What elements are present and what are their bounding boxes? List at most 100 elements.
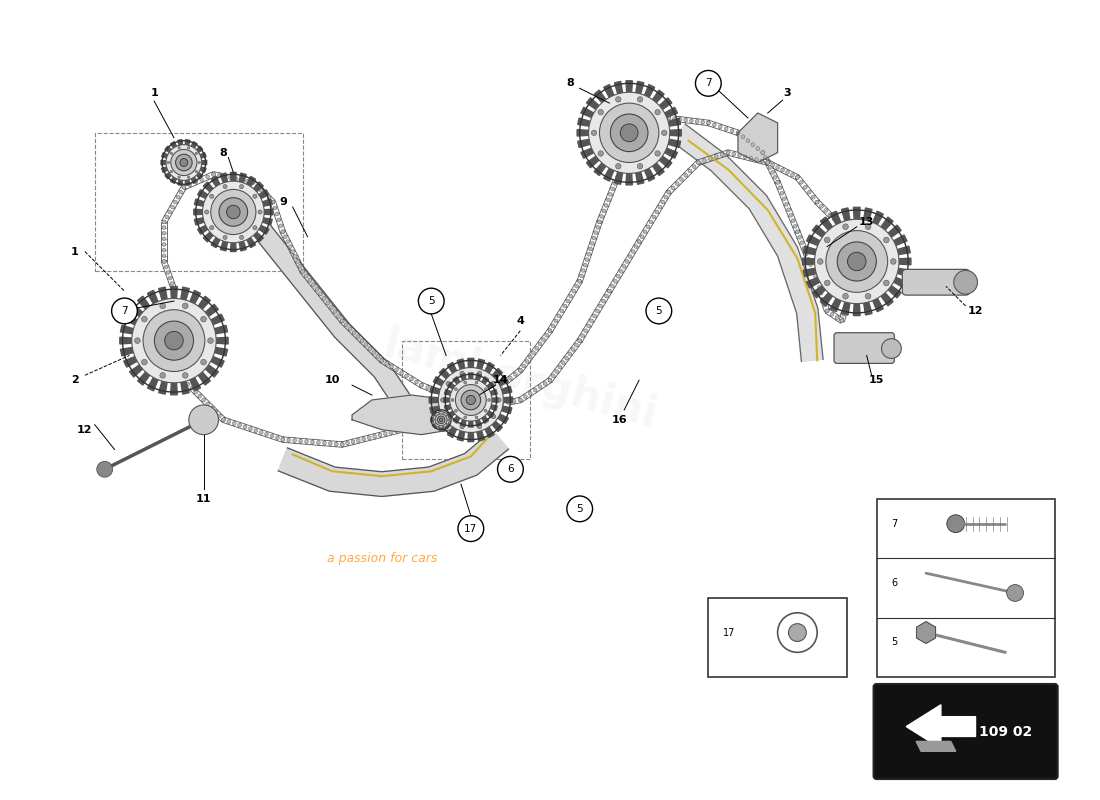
- Circle shape: [455, 385, 486, 415]
- Circle shape: [751, 142, 755, 146]
- Circle shape: [284, 235, 287, 238]
- Circle shape: [518, 398, 522, 402]
- Circle shape: [162, 254, 166, 258]
- Circle shape: [574, 343, 579, 347]
- Polygon shape: [180, 381, 189, 394]
- Circle shape: [637, 136, 641, 140]
- Circle shape: [294, 254, 297, 258]
- Polygon shape: [460, 419, 466, 426]
- Circle shape: [535, 346, 539, 350]
- Circle shape: [142, 316, 147, 322]
- Circle shape: [597, 220, 602, 224]
- Circle shape: [596, 226, 600, 229]
- Circle shape: [768, 166, 772, 170]
- Polygon shape: [893, 278, 907, 288]
- Text: 109 02: 109 02: [979, 725, 1032, 738]
- Circle shape: [497, 398, 502, 402]
- Circle shape: [240, 178, 244, 182]
- Circle shape: [565, 299, 570, 303]
- Polygon shape: [178, 180, 183, 186]
- Circle shape: [586, 252, 591, 256]
- Circle shape: [498, 384, 503, 388]
- Circle shape: [200, 178, 204, 182]
- Circle shape: [205, 210, 209, 214]
- Circle shape: [637, 163, 642, 169]
- Circle shape: [513, 399, 516, 403]
- Polygon shape: [604, 168, 614, 181]
- Circle shape: [437, 403, 441, 407]
- Circle shape: [487, 398, 491, 402]
- Polygon shape: [194, 209, 202, 215]
- Circle shape: [843, 224, 848, 230]
- Circle shape: [263, 192, 267, 196]
- Circle shape: [279, 224, 283, 228]
- Circle shape: [337, 314, 341, 318]
- Circle shape: [840, 319, 844, 322]
- Polygon shape: [497, 414, 508, 423]
- Circle shape: [170, 150, 197, 175]
- Polygon shape: [468, 358, 474, 368]
- Circle shape: [287, 438, 290, 442]
- Circle shape: [504, 380, 507, 384]
- Circle shape: [789, 214, 793, 217]
- Circle shape: [795, 175, 800, 179]
- Text: 7: 7: [705, 78, 712, 88]
- Circle shape: [771, 170, 774, 174]
- Circle shape: [741, 135, 745, 138]
- Circle shape: [714, 154, 718, 158]
- Circle shape: [662, 119, 665, 123]
- Polygon shape: [916, 622, 935, 643]
- Polygon shape: [652, 163, 664, 175]
- Text: 3: 3: [783, 88, 791, 98]
- Circle shape: [340, 442, 344, 446]
- Circle shape: [176, 195, 180, 199]
- Polygon shape: [178, 140, 183, 146]
- Circle shape: [162, 259, 166, 263]
- Polygon shape: [803, 258, 815, 265]
- Circle shape: [189, 405, 219, 434]
- Polygon shape: [204, 182, 213, 192]
- Polygon shape: [191, 177, 197, 183]
- Polygon shape: [138, 296, 150, 310]
- Circle shape: [652, 126, 656, 130]
- Circle shape: [277, 218, 280, 222]
- Circle shape: [280, 230, 285, 234]
- Circle shape: [654, 210, 659, 214]
- Circle shape: [820, 205, 823, 208]
- Circle shape: [840, 226, 845, 230]
- Circle shape: [749, 156, 752, 160]
- Polygon shape: [482, 416, 488, 423]
- Circle shape: [631, 146, 636, 150]
- Circle shape: [866, 224, 871, 230]
- Circle shape: [305, 440, 308, 443]
- Circle shape: [538, 385, 542, 389]
- Polygon shape: [615, 82, 623, 94]
- Circle shape: [415, 420, 418, 424]
- Polygon shape: [430, 406, 440, 414]
- Circle shape: [271, 434, 274, 438]
- Circle shape: [800, 241, 804, 245]
- Circle shape: [514, 372, 517, 376]
- Circle shape: [605, 294, 608, 298]
- Polygon shape: [258, 190, 270, 198]
- Circle shape: [580, 83, 679, 182]
- Circle shape: [308, 278, 311, 282]
- Circle shape: [494, 403, 497, 407]
- Polygon shape: [170, 382, 177, 394]
- Circle shape: [389, 430, 393, 434]
- Polygon shape: [830, 298, 840, 312]
- Circle shape: [595, 309, 600, 313]
- Circle shape: [399, 428, 404, 431]
- Circle shape: [807, 190, 811, 194]
- FancyBboxPatch shape: [834, 333, 894, 363]
- Circle shape: [623, 265, 626, 268]
- Circle shape: [444, 393, 448, 397]
- Circle shape: [258, 210, 262, 214]
- Polygon shape: [263, 218, 273, 225]
- Circle shape: [776, 180, 780, 184]
- Circle shape: [592, 130, 597, 135]
- Polygon shape: [162, 153, 167, 158]
- Circle shape: [227, 206, 240, 218]
- Circle shape: [850, 259, 854, 263]
- Circle shape: [798, 235, 802, 239]
